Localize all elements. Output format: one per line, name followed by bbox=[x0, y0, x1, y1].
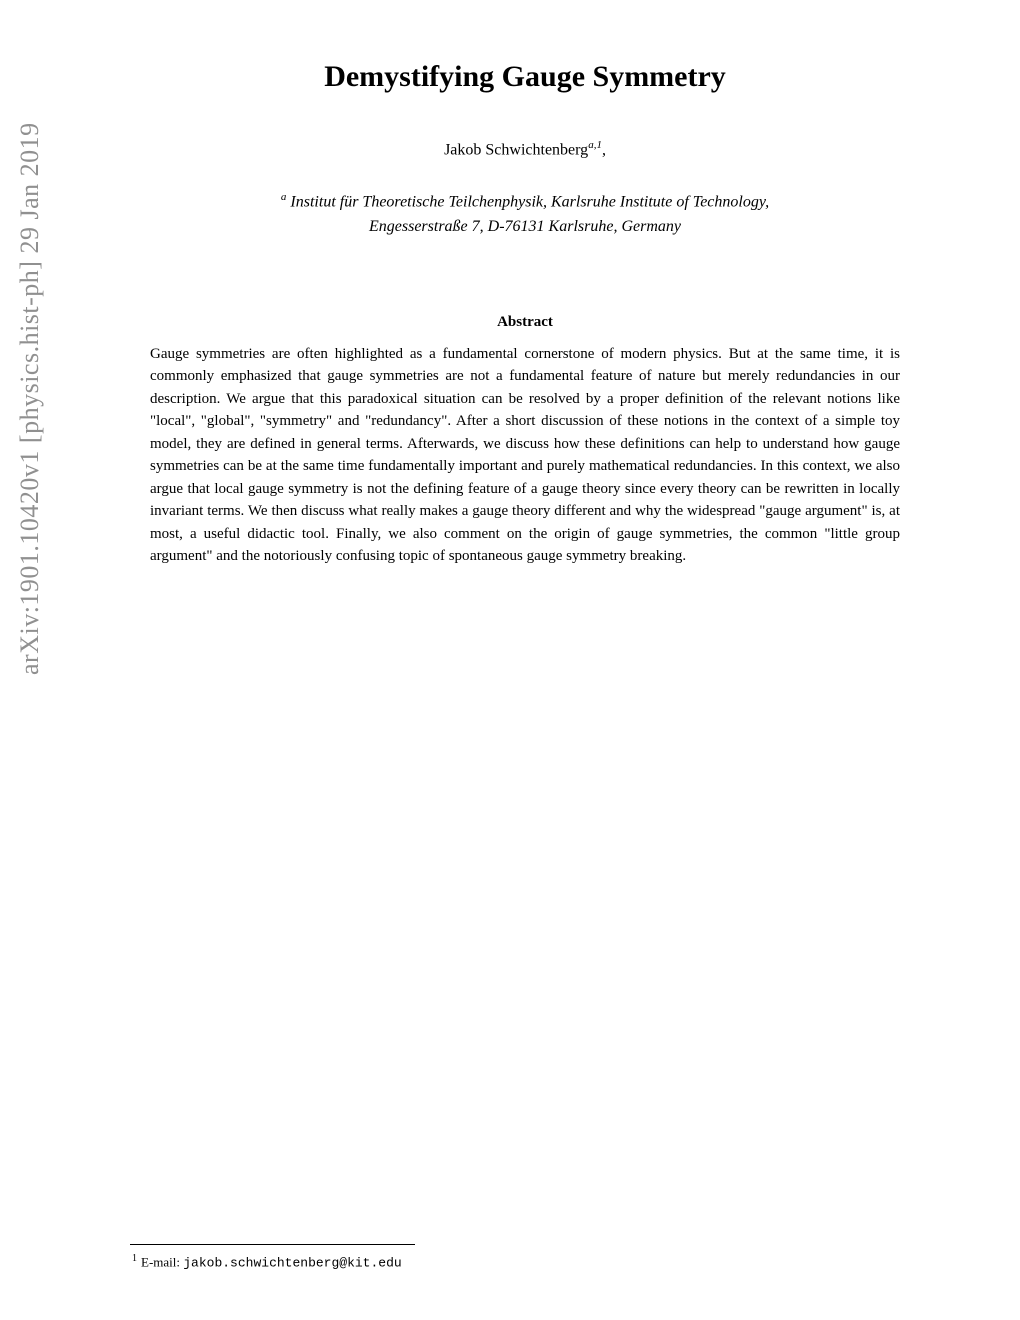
author-sup: a,1 bbox=[588, 139, 602, 151]
author-trailing: , bbox=[602, 141, 606, 158]
affiliation-line1: Institut für Theoretische Teilchenphysik… bbox=[286, 194, 769, 211]
footnote-rule bbox=[130, 1244, 415, 1245]
footnote-email: jakob.schwichtenberg@kit.edu bbox=[183, 1255, 401, 1270]
paper-content: Demystifying Gauge Symmetry Jakob Schwic… bbox=[130, 0, 920, 568]
affiliation-line2: Engesserstraße 7, D-76131 Karlsruhe, Ger… bbox=[369, 218, 681, 235]
abstract-body: Gauge symmetries are often highlighted a… bbox=[150, 343, 900, 568]
abstract-heading: Abstract bbox=[130, 314, 920, 331]
affiliation: a Institut für Theoretische Teilchenphys… bbox=[130, 189, 920, 238]
footnote: 1E-mail: jakob.schwichtenberg@kit.edu bbox=[150, 1253, 402, 1270]
author-line: Jakob Schwichtenberga,1, bbox=[130, 139, 920, 159]
footnote-label: E-mail: bbox=[141, 1254, 183, 1269]
arxiv-stamp: arXiv:1901.10420v1 [physics.hist-ph] 29 … bbox=[15, 122, 45, 675]
paper-title: Demystifying Gauge Symmetry bbox=[130, 60, 920, 94]
footnote-marker: 1 bbox=[132, 1253, 137, 1264]
author-name: Jakob Schwichtenberg bbox=[444, 141, 588, 158]
